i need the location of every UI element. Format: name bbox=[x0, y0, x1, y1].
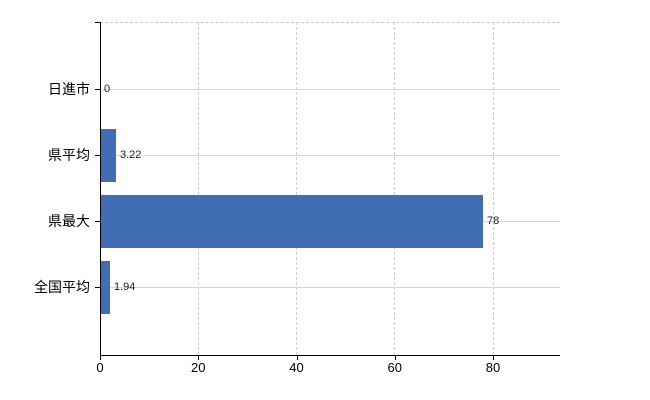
category-label: 全国平均 bbox=[34, 279, 90, 295]
x-tick-label: 40 bbox=[289, 360, 304, 375]
value-label: 0 bbox=[104, 83, 111, 95]
value-label: 78 bbox=[487, 215, 500, 227]
category-gridline bbox=[100, 287, 560, 288]
plot-area: 0 3.22 78 1.94 bbox=[100, 22, 560, 355]
bar-県最大 bbox=[100, 195, 483, 248]
x-axis-tick bbox=[296, 355, 298, 360]
category-label: 日進市 bbox=[48, 81, 90, 97]
category-gridline bbox=[100, 155, 560, 156]
category-gridline bbox=[100, 89, 560, 90]
y-axis-tick bbox=[95, 89, 100, 90]
bar-全国平均 bbox=[100, 261, 110, 314]
x-axis-tick bbox=[198, 355, 200, 360]
y-axis-tick bbox=[95, 221, 100, 222]
category-label: 県最大 bbox=[48, 213, 90, 229]
value-label: 1.94 bbox=[114, 281, 136, 293]
x-gridline bbox=[492, 22, 494, 355]
x-axis-line bbox=[100, 355, 560, 356]
y-axis-tick bbox=[95, 287, 100, 288]
bar-県平均 bbox=[100, 129, 116, 182]
x-axis-tick bbox=[100, 355, 101, 360]
value-label: 3.22 bbox=[120, 149, 142, 161]
x-tick-label: 80 bbox=[485, 360, 501, 375]
x-axis-tick bbox=[394, 355, 396, 360]
y-axis-cap-tick bbox=[95, 22, 100, 23]
plot-top-border bbox=[100, 22, 560, 23]
x-gridline bbox=[394, 22, 396, 355]
y-axis-line bbox=[100, 22, 101, 356]
x-gridline bbox=[296, 22, 297, 355]
x-gridline bbox=[197, 22, 199, 355]
category-label: 県平均 bbox=[48, 147, 90, 163]
x-tick-label: 60 bbox=[387, 360, 402, 375]
y-axis-tick bbox=[95, 155, 100, 156]
x-tick-label: 20 bbox=[191, 360, 206, 375]
x-tick-label: 0 bbox=[96, 360, 104, 375]
x-axis-tick bbox=[493, 355, 494, 360]
